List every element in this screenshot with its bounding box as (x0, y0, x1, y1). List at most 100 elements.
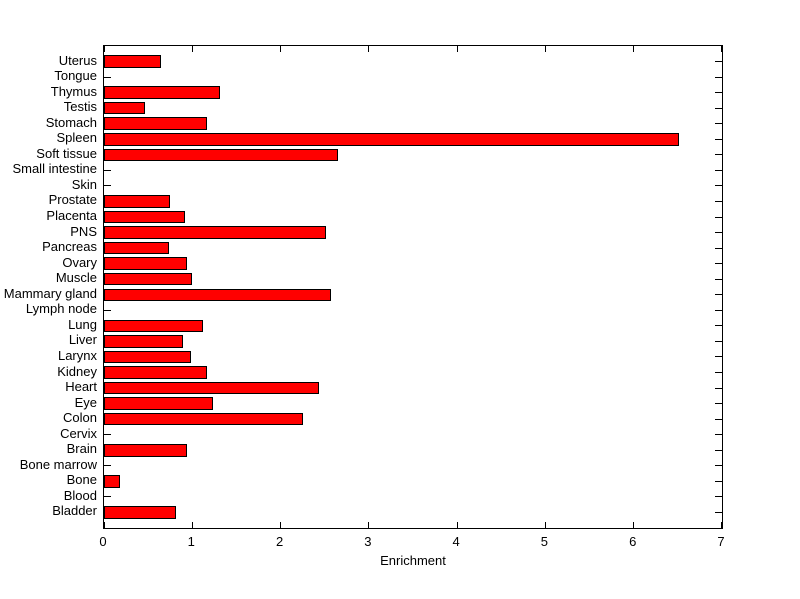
y-tick-label: Pancreas (42, 239, 97, 255)
y-axis-tick-right (715, 169, 722, 171)
y-axis-tick-right (715, 247, 722, 249)
x-axis-tick-top (456, 46, 458, 52)
x-axis-tick-top (280, 46, 282, 52)
y-axis-tick-right (715, 403, 722, 405)
y-axis-tick-right (715, 278, 722, 280)
y-axis-tick-right (715, 294, 722, 296)
y-tick-label: Muscle (55, 270, 97, 286)
y-tick-label: Prostate (48, 192, 97, 208)
x-axis-tick-top (544, 46, 546, 52)
bar (104, 195, 171, 208)
x-axis-tick-top (633, 46, 635, 52)
y-axis-tick-right (715, 185, 722, 187)
x-axis-tick-bottom (721, 522, 722, 528)
bar (104, 55, 162, 68)
bar (104, 272, 193, 286)
bar (104, 444, 187, 457)
y-tick-label: Skin (71, 176, 97, 192)
y-axis-tick-right (715, 92, 722, 94)
x-axis-tick-bottom (368, 522, 370, 528)
x-axis-tick-bottom (191, 522, 193, 528)
bar (104, 335, 183, 348)
y-tick-label: Heart (65, 379, 97, 395)
y-tick-label: Colon (63, 410, 97, 426)
bar (104, 101, 145, 115)
y-tick-label: Liver (68, 332, 97, 348)
bar (104, 288, 331, 302)
y-tick-label: Ovary (62, 254, 97, 270)
y-tick-label: Thymus (50, 83, 97, 99)
y-axis-tick-right (715, 449, 722, 451)
y-axis-tick-right (715, 496, 722, 498)
x-axis-tick-top (368, 46, 370, 52)
y-tick-label: Testis (63, 99, 97, 115)
y-tick-label: Placenta (46, 208, 97, 224)
y-axis-tick-left (104, 76, 111, 78)
x-axis-tick-bottom (280, 522, 282, 528)
y-tick-label: Lung (68, 316, 97, 332)
bar (104, 397, 213, 410)
bar (104, 257, 187, 270)
y-tick-label: Small intestine (12, 161, 97, 177)
bar (104, 506, 177, 519)
y-tick-label: Bone (66, 472, 97, 488)
bar (104, 226, 326, 239)
y-tick-label: Stomach (45, 114, 97, 130)
x-tick-label: 3 (364, 534, 372, 549)
y-tick-label: Kidney (57, 363, 97, 379)
y-tick-label: Mammary gland (3, 285, 97, 301)
x-axis-title: Enrichment (380, 553, 446, 568)
y-axis-tick-right (715, 61, 722, 63)
y-axis-tick-left (104, 496, 111, 498)
y-axis-tick-left (104, 465, 111, 467)
y-tick-label: Spleen (56, 130, 97, 146)
bar (104, 350, 191, 364)
y-axis-tick-right (715, 372, 722, 374)
bar (104, 117, 208, 130)
x-tick-label: 4 (452, 534, 460, 549)
y-tick-label: Eye (74, 394, 97, 410)
y-axis-tick-left (104, 434, 111, 436)
y-axis-tick-right (715, 76, 722, 78)
x-axis-tick-bottom (456, 522, 458, 528)
bar (104, 86, 220, 99)
bar (104, 148, 338, 162)
y-tick-label: Soft tissue (36, 145, 97, 161)
bar (104, 381, 319, 395)
y-tick-label: Cervix (60, 425, 97, 441)
x-axis-tick-bottom (633, 522, 635, 528)
x-tick-label: 1 (187, 534, 195, 549)
y-axis-tick-right (715, 123, 722, 125)
bar (104, 210, 186, 224)
y-axis-tick-right (715, 309, 722, 311)
y-axis-tick-right (715, 480, 722, 482)
bar (104, 366, 208, 379)
bar (104, 412, 303, 426)
y-tick-label: Tongue (54, 68, 97, 84)
y-axis-tick-right (715, 465, 722, 467)
y-axis-tick-right (715, 232, 722, 234)
bar (104, 133, 679, 146)
x-tick-label: 5 (540, 534, 549, 549)
bar (104, 475, 120, 488)
y-axis-labels: Uterus Tongue Thymus Testis Stomach Spleen Sof… (0, 45, 103, 529)
x-axis-tick-bottom (104, 522, 105, 528)
bar (104, 319, 203, 333)
y-tick-label: Lymph node (25, 301, 97, 317)
x-tick-label: 0 (99, 534, 107, 549)
y-axis-tick-right (715, 154, 722, 156)
y-axis-tick-right (715, 263, 722, 265)
y-tick-label: Bladder (52, 503, 97, 519)
y-axis-tick-right (715, 356, 722, 358)
x-axis-tick-top (191, 46, 193, 52)
y-axis-tick-right (715, 387, 722, 389)
y-axis-tick-right (715, 340, 722, 342)
x-tick-label: 7 (717, 534, 725, 549)
x-axis-tick-top (104, 46, 105, 52)
y-axis-tick-right (715, 138, 722, 140)
y-axis-tick-right (715, 216, 722, 218)
y-axis-tick-right (715, 418, 722, 420)
plot-area (103, 45, 723, 529)
y-axis-tick-left (104, 169, 111, 171)
